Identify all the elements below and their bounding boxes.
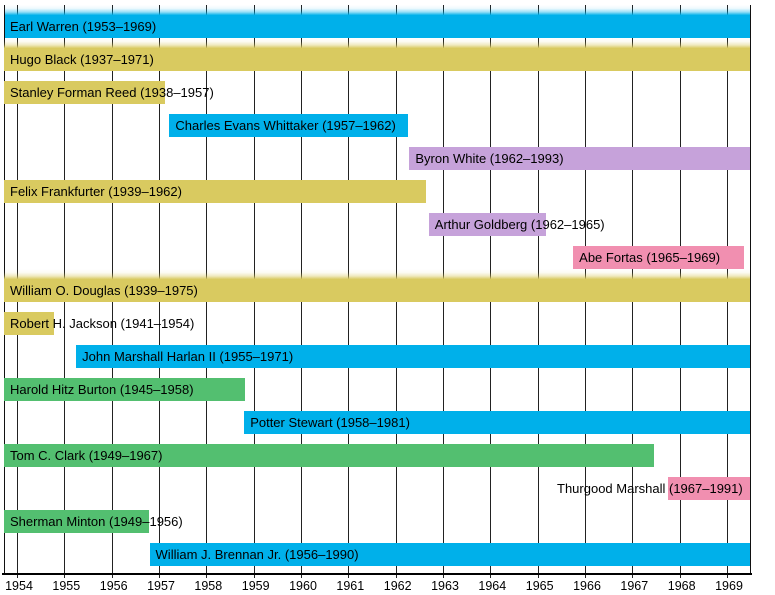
fade-cap-william-o-douglas xyxy=(4,269,750,279)
tick-label-1965: 1965 xyxy=(525,579,554,593)
bar-thurgood-marshall xyxy=(668,477,750,500)
bar-abe-fortas xyxy=(573,246,745,269)
label-potter-stewart: Potter Stewart (1958–1981) xyxy=(250,414,410,430)
tick-label-1964: 1964 xyxy=(478,579,507,593)
label-robert-h-jackson: Robert H. Jackson (1941–1954) xyxy=(10,315,195,331)
bar-earl-warren xyxy=(4,15,750,38)
bar-charles-evans-whittaker xyxy=(169,114,409,137)
label-john-marshall-harlan-ii: John Marshall Harlan II (1955–1971) xyxy=(82,348,294,364)
bar-robert-h-jackson xyxy=(4,312,54,335)
label-felix-frankfurter: Felix Frankfurter (1939–1962) xyxy=(10,183,182,199)
tick-label-1966: 1966 xyxy=(573,579,601,593)
tick-label-1962: 1962 xyxy=(383,579,412,593)
bar-hugo-black xyxy=(4,48,750,71)
label-charles-evans-whittaker: Charles Evans Whittaker (1957–1962) xyxy=(175,117,396,133)
tick-label-1960: 1960 xyxy=(289,579,317,593)
tick-label-1958: 1958 xyxy=(194,579,223,593)
label-sherman-minton: Sherman Minton (1949–1956) xyxy=(10,513,183,529)
label-abe-fortas: Abe Fortas (1965–1969) xyxy=(579,249,721,265)
bar-tom-c-clark xyxy=(4,444,655,467)
tick-label-1956: 1956 xyxy=(99,579,128,593)
label-arthur-goldberg: Arthur Goldberg (1962–1965) xyxy=(434,216,605,232)
tick-label-1968: 1968 xyxy=(667,579,696,593)
fade-cap-earl-warren xyxy=(4,5,750,15)
bar-william-j-brennan-jr- xyxy=(149,543,750,566)
label-hugo-black: Hugo Black (1937–1971) xyxy=(10,51,154,67)
label-william-o-douglas: William O. Douglas (1939–1975) xyxy=(10,282,198,298)
bar-william-o-douglas xyxy=(4,279,750,302)
fade-cap-hugo-black xyxy=(4,38,750,48)
bar-byron-white xyxy=(409,147,750,170)
bar-stanley-forman-reed xyxy=(4,81,165,104)
bar-potter-stewart xyxy=(244,411,750,434)
label-byron-white: Byron White (1962–1993) xyxy=(415,150,564,166)
bar-felix-frankfurter xyxy=(4,180,426,203)
tick-label-1963: 1963 xyxy=(431,579,459,593)
tick-label-1959: 1959 xyxy=(241,579,270,593)
label-earl-warren: Earl Warren (1953–1969) xyxy=(10,18,157,34)
tick-label-1955: 1955 xyxy=(52,579,81,593)
label-thurgood-marshall: Thurgood Marshall (1967–1991) xyxy=(557,480,743,496)
x-axis-line xyxy=(2,573,752,575)
tick-label-1957: 1957 xyxy=(147,579,175,593)
label-tom-c-clark: Tom C. Clark (1949–1967) xyxy=(10,447,163,463)
label-harold-hitz-burton: Harold Hitz Burton (1945–1958) xyxy=(10,381,194,397)
bar-john-marshall-harlan-ii xyxy=(76,345,750,368)
label-william-j-brennan-jr-: William J. Brennan Jr. (1956–1990) xyxy=(155,546,359,562)
tick-label-1954: 1954 xyxy=(5,579,33,593)
bar-sherman-minton xyxy=(4,510,150,533)
bar-harold-hitz-burton xyxy=(4,378,246,401)
tick-label-1969: 1969 xyxy=(715,579,743,593)
plot-right-border xyxy=(750,5,752,573)
label-stanley-forman-reed: Stanley Forman Reed (1938–1957) xyxy=(10,84,214,100)
bar-arthur-goldberg xyxy=(428,213,546,236)
tick-label-1961: 1961 xyxy=(336,579,365,593)
tick-label-1967: 1967 xyxy=(620,579,649,593)
